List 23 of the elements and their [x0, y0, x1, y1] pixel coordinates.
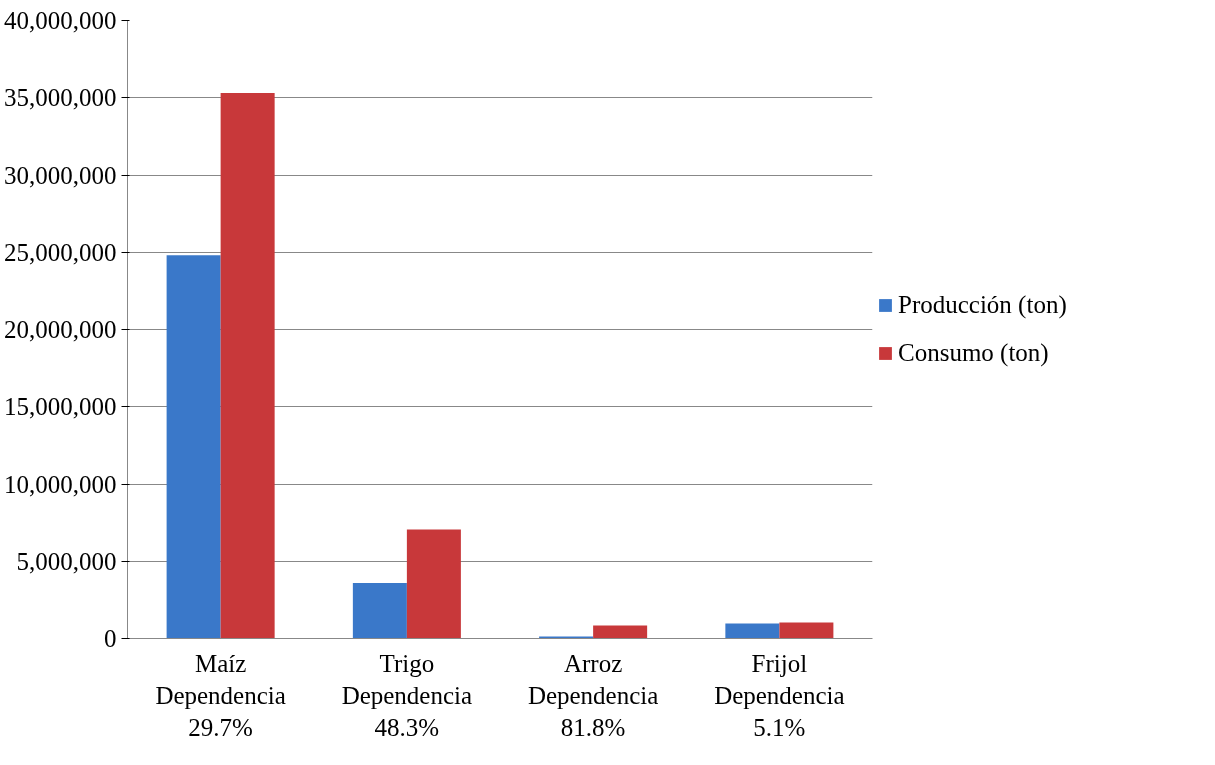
y-tick-label: 15,000,000	[4, 393, 117, 421]
x-tick-label: Trigo Dependencia 48.3%	[341, 649, 473, 742]
bar	[166, 255, 221, 639]
legend-label: Consumo (ton)	[898, 339, 1049, 367]
x-tick-label: Arroz Dependencia 81.8%	[527, 649, 659, 742]
bar	[220, 93, 275, 639]
bar	[593, 625, 648, 639]
bar	[539, 636, 594, 639]
y-tick-label: 25,000,000	[4, 238, 117, 266]
y-tick-label: 40,000,000	[4, 7, 117, 34]
y-tick-label: 5,000,000	[16, 547, 117, 575]
y-tick-label: 35,000,000	[4, 84, 117, 112]
y-tick-label: 20,000,000	[4, 316, 117, 343]
x-tick-label: Frijol Dependencia 5.1%	[714, 649, 845, 742]
legend-label: Producción (ton)	[898, 291, 1067, 319]
bar	[352, 582, 407, 639]
x-tick-label: Maíz Dependencia 29.7%	[155, 649, 286, 742]
bar	[779, 622, 834, 639]
y-tick-label: 10,000,000	[4, 470, 117, 498]
bar	[406, 529, 461, 639]
y-tick-label: 0	[104, 625, 117, 652]
bar	[725, 623, 780, 639]
y-tick-label: 30,000,000	[4, 161, 117, 189]
